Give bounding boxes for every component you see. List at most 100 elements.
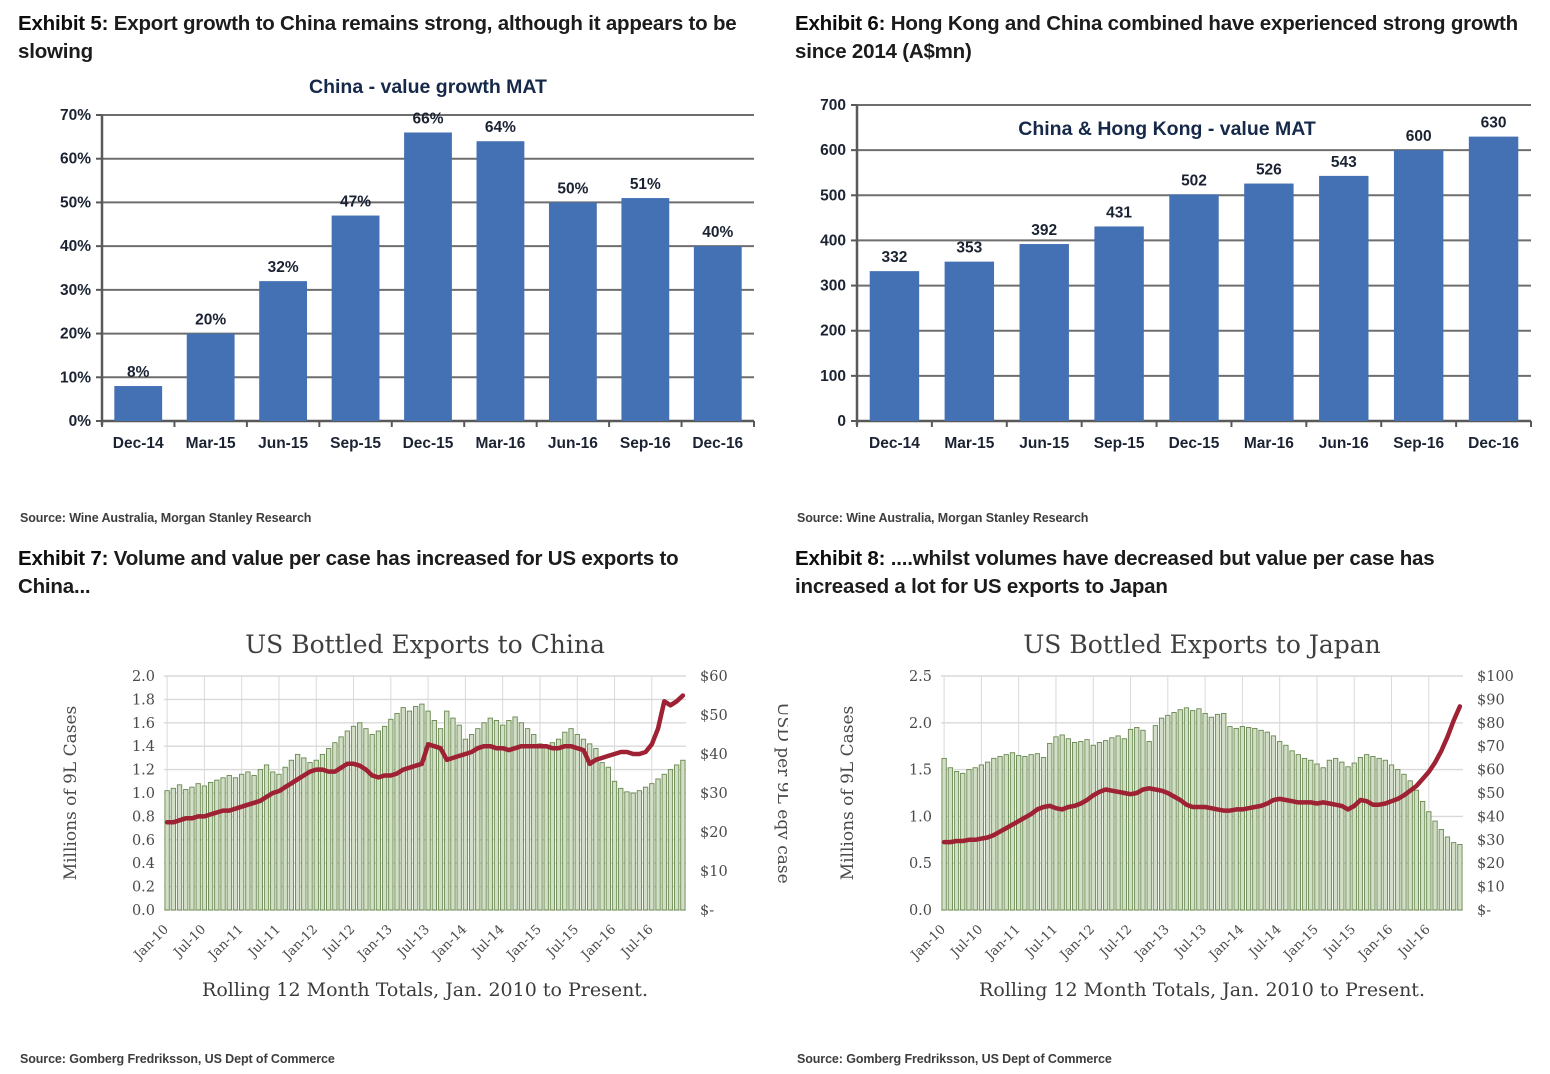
volume-bar: [1096, 741, 1103, 911]
volume-bar: [1121, 737, 1127, 911]
y-axis-tick-label: 100: [820, 367, 846, 384]
y-axis-tick-label: 30%: [60, 281, 91, 298]
volume-bar: [419, 703, 425, 911]
bar-value-label: 64%: [485, 119, 516, 136]
volume-bar: [1295, 753, 1301, 911]
volume-bar: [413, 705, 419, 911]
volume-bar: [257, 768, 263, 911]
y-left-tick-label: 1.2: [132, 762, 155, 778]
y-right-tick-label: $10: [700, 864, 728, 880]
y-axis-tick-label: 500: [820, 187, 846, 204]
bar: [186, 333, 235, 421]
y-left-axis-title: Millions of 9L Cases: [61, 705, 81, 880]
exhibit-5-caption: Export growth to China remains strong, a…: [18, 12, 737, 64]
volume-bar: [1028, 753, 1034, 911]
volume-bar: [574, 733, 580, 911]
volume-bar: [580, 738, 587, 911]
volume-bar: [1444, 836, 1451, 911]
exhibit-8-header: Exhibit 8: ....whilst volumes have decre…: [795, 545, 1538, 602]
x-axis-tick-label: Jan-13: [354, 922, 396, 964]
volume-bars: [941, 706, 1463, 911]
x-axis-title: Rolling 12 Month Totals, Jan. 2010 to Pr…: [979, 979, 1425, 1001]
volume-bar: [1171, 711, 1177, 911]
volume-bar: [307, 761, 313, 911]
y-left-tick-label: 2.0: [132, 669, 155, 685]
volume-bar: [1003, 753, 1009, 911]
volume-bar: [226, 774, 232, 911]
x-axis-tick-label: Jul-13: [1171, 922, 1210, 961]
volume-bar: [357, 721, 363, 911]
volume-bar: [270, 771, 276, 911]
y-axis-tick-label: 700: [820, 97, 846, 114]
bar: [1094, 225, 1144, 421]
exhibit-7-source: Source: Gomberg Fredriksson, US Dept of …: [20, 1052, 335, 1066]
y-right-tick-label: $40: [1477, 809, 1505, 825]
exhibit-7-panel: Exhibit 7: Volume and value per case has…: [8, 539, 793, 1074]
volume-bar: [1053, 735, 1059, 911]
x-axis-tick-label: Jan-15: [503, 922, 545, 964]
volume-bar: [363, 727, 369, 911]
volume-bar: [288, 759, 295, 911]
y-axis-tick-label: 60%: [60, 150, 91, 167]
bar: [476, 140, 525, 421]
volume-bar: [1357, 756, 1364, 911]
volume-bar: [332, 741, 338, 911]
volume-bar: [326, 747, 332, 911]
bar: [621, 197, 670, 421]
volume-bar: [1127, 728, 1134, 911]
volume-bar: [1239, 725, 1246, 911]
bar-value-label: 66%: [412, 110, 443, 127]
volume-bar: [537, 742, 543, 911]
y-right-tick-label: $70: [1477, 739, 1505, 755]
volume-bar: [1227, 725, 1233, 911]
exhibit-5-source: Source: Wine Australia, Morgan Stanley R…: [20, 511, 312, 525]
volume-bar: [1401, 773, 1407, 911]
volume-bar: [1233, 727, 1239, 911]
volume-bars: [164, 703, 686, 911]
x-axis-tick-label: Dec-16: [1468, 435, 1519, 452]
x-axis-tick-label: Jul-12: [1096, 922, 1135, 961]
x-axis-tick-label: Jul-16: [617, 922, 656, 961]
bar: [331, 215, 380, 421]
x-axis-tick-label: Jan-12: [1056, 922, 1098, 964]
volume-bar: [375, 730, 382, 911]
volume-bar: [338, 735, 344, 911]
volume-bar: [294, 753, 301, 911]
y-right-tick-label: $-: [1477, 903, 1491, 919]
volume-bar: [1078, 740, 1084, 911]
x-axis-tick-label: Dec-15: [403, 435, 454, 452]
volume-bar: [1457, 843, 1463, 911]
volume-bar: [369, 733, 375, 911]
volume-bar: [1140, 729, 1146, 911]
volume-bar: [1009, 751, 1016, 911]
volume-bar: [605, 766, 611, 911]
volume-bar: [189, 786, 195, 911]
volume-bar: [1034, 752, 1040, 911]
x-axis-tick-label: Jul-12: [319, 922, 358, 961]
exhibit-6-source: Source: Wine Australia, Morgan Stanley R…: [797, 511, 1089, 525]
us-exports-china-chart: US Bottled Exports to China 0.0 0.2 0.4 0.6 0…: [46, 626, 793, 1013]
volume-bar: [1177, 708, 1183, 911]
y-axis-tick-label: 20%: [60, 325, 91, 342]
exhibit-7-header: Exhibit 7: Volume and value per case has…: [18, 545, 761, 602]
volume-bar: [1289, 749, 1295, 911]
x-axis-tick-label: Jun-15: [258, 435, 308, 452]
volume-bar: [400, 706, 406, 911]
volume-bar: [1208, 716, 1214, 911]
volume-bar: [680, 759, 686, 911]
bar: [944, 261, 995, 421]
y-left-tick-label: 1.6: [132, 715, 155, 731]
x-axis-tick-label: Jan-15: [1280, 922, 1322, 964]
volume-bar: [1301, 757, 1308, 911]
y-axis-tick-label: 10%: [60, 369, 91, 386]
price-line: [164, 692, 686, 825]
x-axis-tick-label: Sep-16: [1393, 435, 1444, 452]
x-axis-tick-label: Dec-16: [692, 435, 743, 452]
volume-bar: [642, 786, 649, 911]
exhibit-5-header: Exhibit 5: Export growth to China remain…: [18, 10, 761, 67]
volume-bar: [195, 782, 201, 911]
volume-bar: [207, 781, 214, 911]
y-left-tick-label: 1.0: [909, 809, 932, 825]
y-left-tick-label: 0.4: [132, 856, 155, 872]
volume-bar: [282, 766, 288, 911]
